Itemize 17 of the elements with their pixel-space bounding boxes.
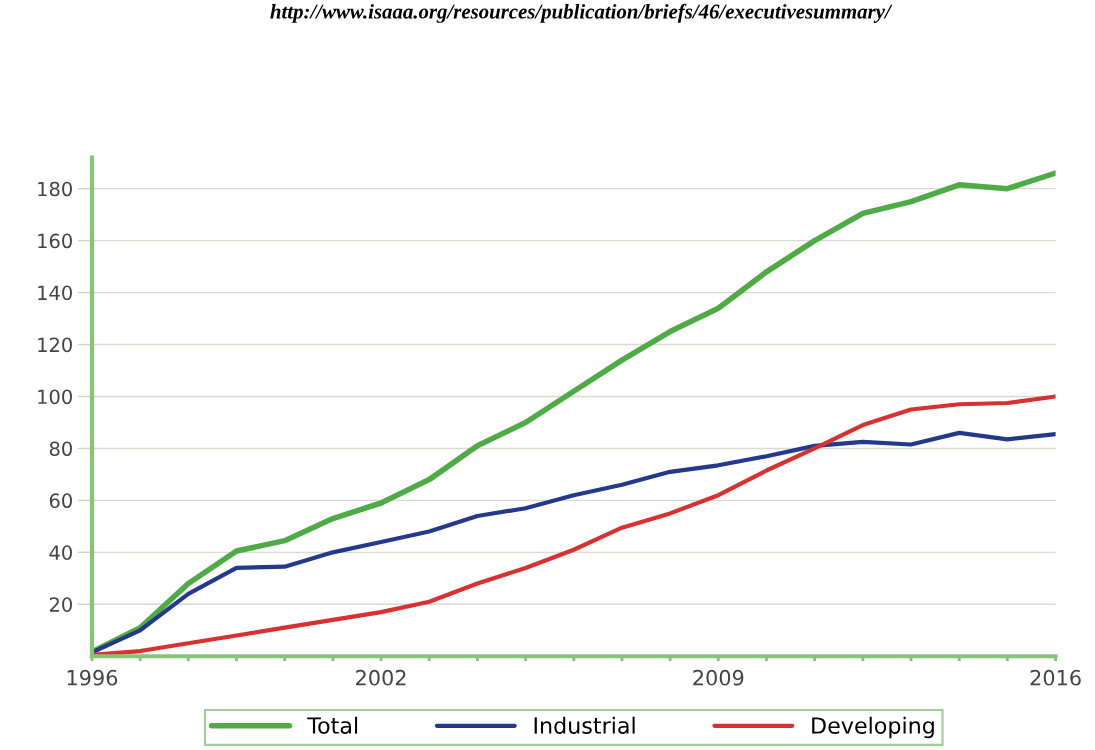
y-tick-label: 140 — [38, 285, 72, 301]
legend-label: Industrial — [534, 716, 635, 734]
y-tick-label: 160 — [38, 233, 72, 249]
y-tick-label: 60 — [49, 493, 72, 509]
x-tick-label: 2009 — [693, 669, 744, 686]
x-tick-label: 2002 — [356, 669, 406, 686]
x-tick-label: 2016 — [1030, 669, 1081, 686]
y-tick-label: 120 — [38, 337, 72, 353]
legend-label: Total — [307, 716, 358, 734]
y-tick-label: 180 — [38, 181, 72, 197]
y-tick-label: 80 — [49, 441, 72, 457]
y-tick-label: 20 — [49, 597, 72, 612]
text: http://www.isaaa.org/resources/publication/briefs/46/executivesummary/ — [270, 3, 893, 23]
x-tick-label: 1996 — [67, 669, 118, 686]
legend-label: Developing — [812, 716, 934, 739]
y-tick-label: 100 — [38, 389, 72, 405]
y-tick-label: 40 — [49, 545, 72, 561]
